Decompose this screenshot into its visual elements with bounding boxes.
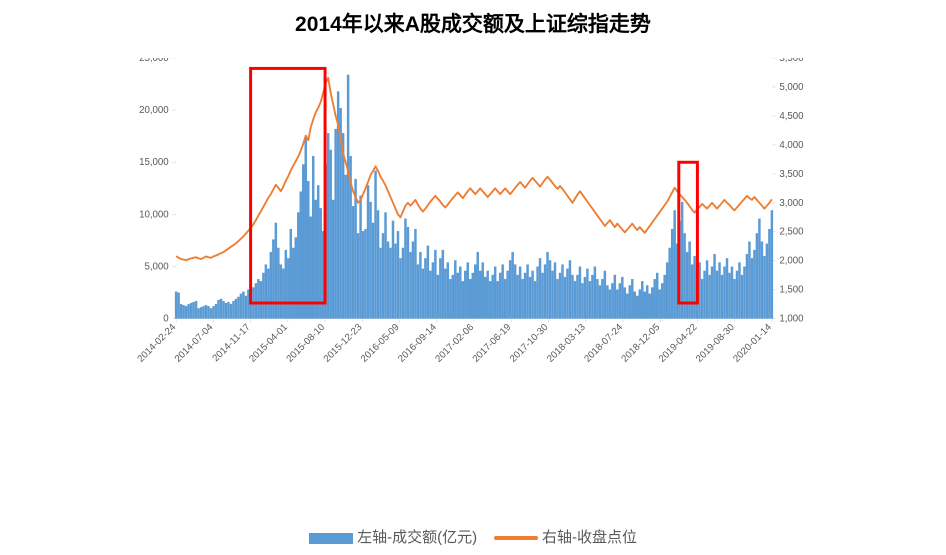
- svg-text:2017-06-19: 2017-06-19: [471, 322, 514, 365]
- svg-text:1,500: 1,500: [779, 285, 803, 296]
- svg-text:10,000: 10,000: [139, 209, 169, 220]
- svg-text:2016-05-09: 2016-05-09: [359, 322, 402, 365]
- legend-swatch-line: [494, 536, 538, 540]
- svg-text:1,000: 1,000: [779, 314, 803, 325]
- svg-text:20,000: 20,000: [139, 105, 169, 116]
- svg-text:2015-04-01: 2015-04-01: [247, 322, 290, 365]
- svg-text:4,500: 4,500: [779, 111, 803, 122]
- svg-text:5,500: 5,500: [779, 58, 803, 64]
- svg-text:15,000: 15,000: [139, 157, 169, 168]
- legend-swatch-bar: [309, 533, 353, 544]
- svg-text:2,000: 2,000: [779, 256, 803, 267]
- legend-label-1: 左轴-成交额(亿元): [357, 529, 477, 546]
- svg-text:3,500: 3,500: [779, 169, 803, 180]
- svg-text:2014-07-04: 2014-07-04: [173, 321, 216, 364]
- chart-plot: 0 5,000 10,000 15,000 20,000 25,000 1,000 1,500…: [74, 58, 874, 408]
- svg-text:2015-12-23: 2015-12-23: [322, 322, 365, 365]
- svg-text:2018-12-05: 2018-12-05: [620, 322, 663, 365]
- svg-text:5,000: 5,000: [144, 261, 168, 272]
- svg-text:25,000: 25,000: [139, 58, 169, 64]
- svg-text:5,000: 5,000: [779, 82, 803, 93]
- svg-text:2015-08-10: 2015-08-10: [284, 322, 327, 365]
- svg-text:3,000: 3,000: [779, 198, 803, 209]
- svg-text:2019-04-22: 2019-04-22: [657, 322, 700, 365]
- svg-text:2019-08-30: 2019-08-30: [694, 322, 737, 365]
- svg-text:0: 0: [163, 314, 168, 325]
- svg-text:2014-02-24: 2014-02-24: [135, 321, 178, 364]
- svg-text:2020-01-14: 2020-01-14: [731, 321, 774, 364]
- svg-text:2,500: 2,500: [779, 227, 803, 238]
- svg-text:4,000: 4,000: [779, 140, 803, 151]
- legend: 左轴-成交额(亿元) 右轴-收盘点位: [0, 526, 946, 547]
- chart-title: 2014年以来A股成交额及上证综指走势: [0, 8, 946, 38]
- svg-text:2018-03-13: 2018-03-13: [545, 322, 588, 365]
- legend-label-2: 右轴-收盘点位: [542, 529, 637, 546]
- svg-text:2016-09-14: 2016-09-14: [396, 321, 439, 364]
- svg-text:2018-07-24: 2018-07-24: [582, 321, 625, 364]
- svg-text:2017-02-06: 2017-02-06: [433, 322, 476, 365]
- chart-container: 2014年以来A股成交额及上证综指走势 0 5,000 10,000 15,000 20…: [0, 0, 946, 555]
- svg-text:2014-11-17: 2014-11-17: [210, 322, 252, 364]
- svg-text:2017-10-30: 2017-10-30: [508, 322, 551, 365]
